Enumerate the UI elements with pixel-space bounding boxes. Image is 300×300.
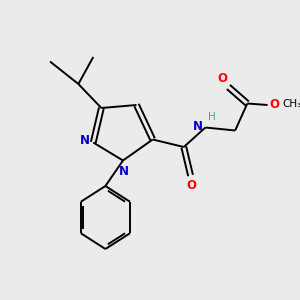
Text: CH₃: CH₃ (283, 99, 300, 110)
Text: N: N (193, 120, 203, 134)
Text: O: O (217, 72, 227, 85)
Text: N: N (118, 165, 128, 178)
Text: O: O (269, 98, 279, 111)
Text: N: N (80, 134, 90, 148)
Text: O: O (186, 179, 196, 192)
Text: H: H (208, 112, 215, 122)
